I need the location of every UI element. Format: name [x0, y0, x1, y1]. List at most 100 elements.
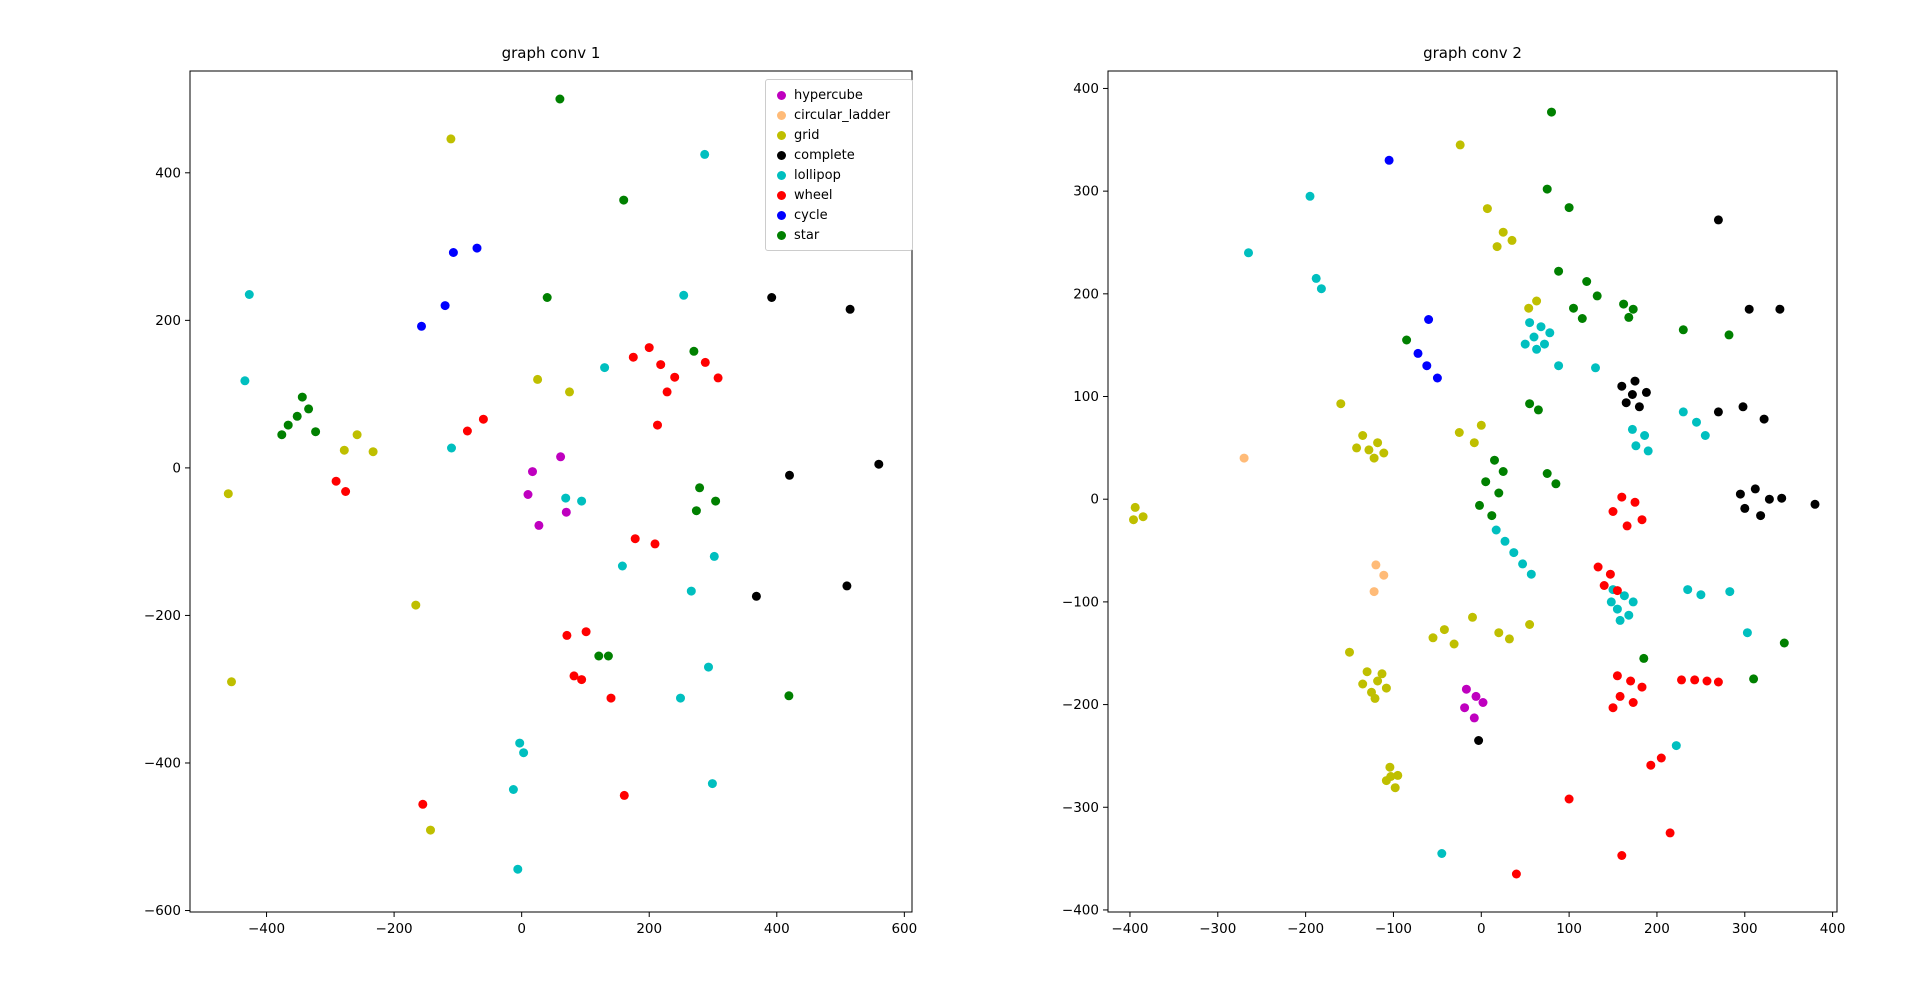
point-grid [1476, 420, 1486, 430]
point-grid [1492, 242, 1502, 252]
point-grid [368, 447, 378, 457]
point-lollipop [679, 290, 689, 300]
point-grid [352, 430, 362, 440]
point-wheel [1630, 497, 1640, 507]
point-hypercube [534, 520, 544, 530]
point-wheel [478, 414, 488, 424]
point-star [1402, 335, 1412, 345]
point-grid [1379, 448, 1389, 458]
point-wheel [1511, 869, 1521, 879]
point-star [1554, 266, 1564, 276]
point-complete [1634, 402, 1644, 412]
y-tick-label: 200 [1073, 286, 1099, 302]
y-tick-label: −300 [1062, 800, 1099, 816]
y-tick-label: 400 [155, 165, 181, 181]
point-complete [1740, 503, 1750, 513]
point-complete [1775, 304, 1785, 314]
point-grid [1358, 431, 1368, 440]
point-hypercube [1460, 703, 1470, 713]
point-star [603, 651, 613, 661]
point-star [1678, 325, 1688, 335]
y-tick-label: −200 [144, 608, 181, 624]
point-star [1569, 303, 1578, 313]
legend-entry-wheel: wheel [772, 185, 906, 205]
legend: hypercube circular_ladder grid complete loll… [765, 79, 913, 251]
point-grid [1494, 628, 1504, 638]
point-lollipop [686, 586, 696, 596]
legend-label: lollipop [794, 167, 841, 183]
point-star [1481, 477, 1491, 487]
axes-frame [189, 70, 913, 913]
point-circular_ladder [1371, 560, 1381, 570]
x-tick-label: 0 [517, 921, 526, 937]
point-hypercube [556, 452, 566, 462]
point-grid [1369, 453, 1379, 463]
point-lollipop [700, 149, 710, 159]
point-complete [1617, 381, 1627, 391]
y-tick-label: 0 [1090, 492, 1099, 508]
point-wheel [713, 373, 723, 383]
point-lollipop [1305, 191, 1315, 201]
y-tick-label: 0 [172, 460, 181, 476]
grid-marker-icon [777, 130, 786, 140]
point-lollipop [561, 493, 571, 503]
point-circular_ladder [1369, 587, 1379, 597]
legend-entry-cycle: cycle [772, 205, 906, 225]
point-lollipop [519, 748, 529, 758]
point-lollipop [1545, 328, 1555, 338]
point-star [619, 195, 629, 205]
point-star [542, 293, 552, 302]
point-lollipop [1631, 441, 1641, 451]
point-wheel [650, 539, 660, 549]
point-cycle [472, 243, 482, 253]
point-complete [842, 581, 852, 591]
point-star [304, 404, 314, 414]
point-complete [1759, 414, 1769, 424]
complete-marker-icon [777, 150, 786, 160]
circular_ladder-marker-icon [777, 110, 786, 120]
axes-frame [1107, 70, 1838, 913]
point-complete [1474, 736, 1484, 745]
legend-label: star [794, 227, 820, 243]
point-lollipop [1624, 610, 1634, 620]
point-star [297, 392, 307, 402]
point-circular_ladder [1379, 570, 1389, 580]
x-tick-label: 600 [891, 921, 917, 937]
point-lollipop [1518, 559, 1528, 569]
y-tick-label: 400 [1073, 81, 1099, 97]
point-grid [1454, 428, 1464, 437]
point-lollipop [704, 662, 713, 672]
point-lollipop [1640, 431, 1650, 440]
point-star [695, 483, 705, 493]
point-star [1624, 312, 1634, 322]
point-lollipop [1540, 339, 1549, 349]
legend-entry-circular_ladder: circular_ladder [772, 105, 906, 125]
point-grid [1358, 679, 1368, 689]
point-star [1498, 467, 1508, 476]
point-wheel [1615, 691, 1625, 701]
point-lollipop [1526, 569, 1536, 579]
legend-label: cycle [794, 207, 828, 223]
x-tick-label: −200 [1287, 921, 1324, 937]
point-lollipop [1619, 591, 1629, 601]
point-star [292, 411, 302, 421]
point-lollipop [1671, 741, 1681, 751]
point-cycle [1424, 315, 1434, 324]
y-tick-label: 300 [1073, 184, 1099, 200]
point-grid [1449, 639, 1459, 649]
point-cycle [1413, 348, 1423, 358]
point-grid [1377, 669, 1387, 679]
point-star [1542, 469, 1552, 478]
point-grid [1524, 303, 1534, 313]
point-star [1551, 479, 1561, 489]
point-wheel [628, 352, 638, 362]
point-lollipop [707, 779, 717, 789]
point-grid [1381, 683, 1391, 693]
point-grid [1525, 620, 1535, 629]
point-wheel [644, 343, 654, 353]
x-tick-label: 0 [1477, 921, 1486, 937]
point-grid [1336, 399, 1346, 409]
wheel-marker-icon [777, 190, 786, 200]
point-wheel [341, 487, 351, 496]
point-grid [1469, 438, 1479, 448]
